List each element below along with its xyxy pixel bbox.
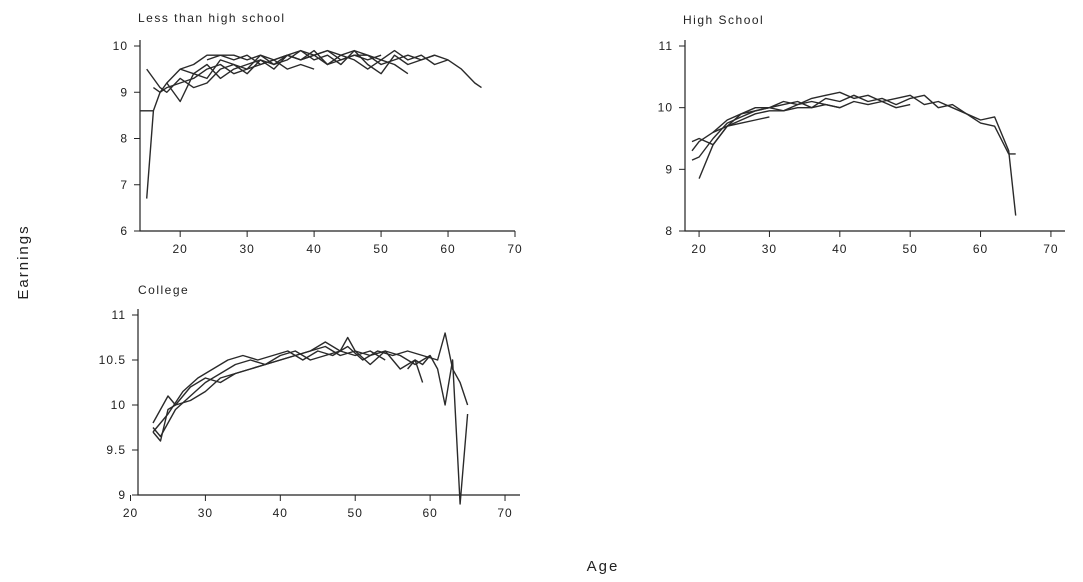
x-tick-label: 40: [832, 242, 847, 256]
x-tick-label: 50: [903, 242, 918, 256]
series-line-3: [152, 49, 409, 94]
x-tick-label: 60: [973, 242, 988, 256]
x-tick-label: 70: [1043, 242, 1058, 256]
x-tick-label: 30: [239, 242, 254, 256]
y-tick-label: 9: [120, 85, 128, 99]
x-tick-label: 30: [198, 506, 213, 520]
series-line-4: [152, 332, 469, 433]
y-tick-label: 10: [658, 101, 673, 115]
x-tick-label: 20: [123, 506, 138, 520]
y-tick-label: 11: [659, 39, 673, 53]
axis-frame: [139, 40, 515, 232]
y-tick-label: 10: [113, 39, 128, 53]
series-line-5: [712, 91, 1017, 216]
x-tick-label: 50: [348, 506, 363, 520]
y-tick-label: 7: [120, 178, 128, 192]
y-tick-label: 10.5: [99, 353, 126, 367]
x-tick-label: 20: [172, 242, 187, 256]
series-line-3: [691, 100, 911, 161]
x-tick-label: 40: [273, 506, 288, 520]
x-tick-label: 60: [440, 242, 455, 256]
x-tick-label: 50: [373, 242, 388, 256]
series-line-3: [152, 336, 431, 424]
series-line-5: [407, 354, 469, 505]
y-tick-label: 11: [112, 308, 126, 322]
x-tick-label: 40: [306, 242, 321, 256]
series-line-2: [146, 54, 382, 94]
panel-less-than-high-school: Less than high school 6 7 8 9 10 20 30 40 50 60 70: [113, 11, 522, 256]
panel-title-less-than-high-school: Less than high school: [138, 11, 286, 25]
y-tick-label: 8: [120, 132, 128, 146]
x-tick-label: 20: [691, 242, 706, 256]
series-line-4: [166, 49, 435, 103]
y-tick-label: 9: [665, 162, 673, 176]
panel-title-high-school: High School: [683, 13, 764, 27]
global-x-axis-label: Age: [587, 558, 620, 575]
panel-college: College 9 9.5 10 10.5 11 20 30 40 50 60 70: [99, 283, 520, 520]
series-line-4: [698, 94, 1016, 179]
series-line-1: [146, 59, 315, 199]
x-tick-label: 60: [422, 506, 437, 520]
y-tick-label: 6: [120, 224, 128, 238]
y-tick-label: 9: [118, 488, 126, 502]
global-y-axis-label: Earnings: [15, 224, 32, 299]
panel-title-college: College: [138, 283, 189, 297]
x-tick-label: 70: [497, 506, 512, 520]
panel-high-school: High School 8 9 10 11 20 30 40 50 60 70: [658, 13, 1065, 256]
axis-frame: [684, 40, 1065, 232]
x-tick-label: 30: [762, 242, 777, 256]
y-tick-label: 10: [111, 398, 126, 412]
series-line-2: [691, 103, 840, 146]
y-tick-label: 9.5: [106, 443, 126, 457]
series-line-6: [206, 49, 482, 89]
y-tick-label: 8: [665, 224, 673, 238]
x-tick-label: 70: [507, 242, 522, 256]
